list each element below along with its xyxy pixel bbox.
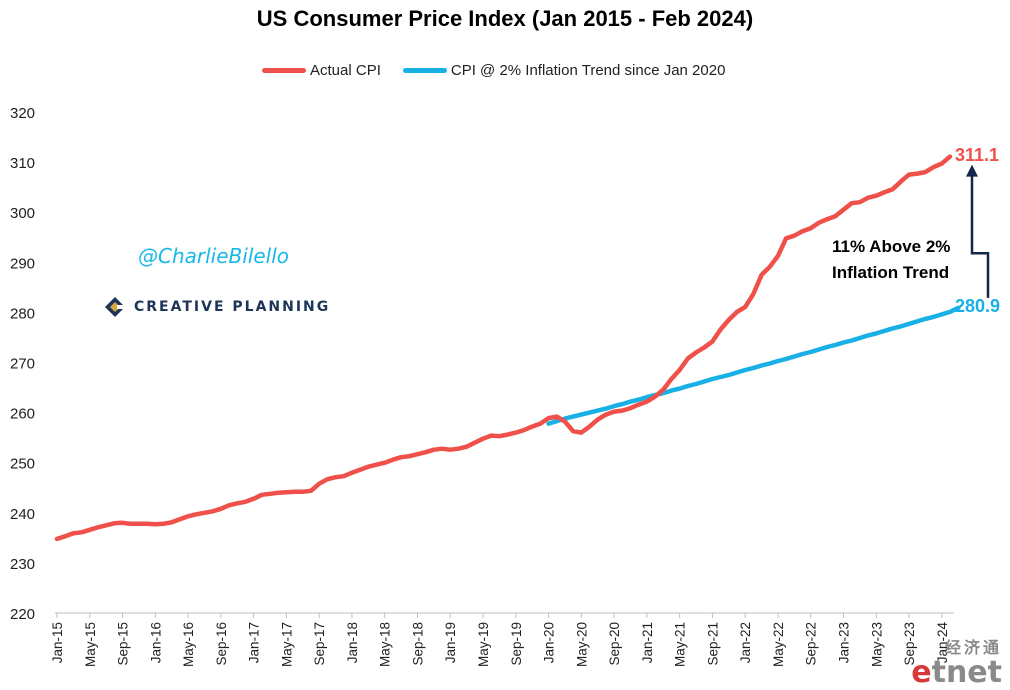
watermark-chinese: 经济通 <box>944 638 1002 657</box>
annotation-arrow <box>966 164 990 298</box>
chart-title: US Consumer Price Index (Jan 2015 - Feb … <box>256 6 754 31</box>
x-tick-label: Sep-19 <box>509 622 524 666</box>
x-tick-label: Sep-17 <box>312 622 327 666</box>
annotation-arrow-head <box>966 164 978 177</box>
y-tick-label: 260 <box>10 406 35 423</box>
y-tick-label: 310 <box>10 155 35 172</box>
legend-swatch-actual <box>262 68 306 73</box>
x-tick-label: May-19 <box>476 622 491 667</box>
actual-cpi-line <box>54 154 953 542</box>
x-tick-label: May-21 <box>673 622 688 667</box>
legend-label-trend: CPI @ 2% Inflation Trend since Jan 2020 <box>450 62 726 79</box>
legend-item-actual: Actual CPI <box>262 62 381 79</box>
y-tick-label: 250 <box>10 456 35 473</box>
author-handle: @CharlieBilello <box>138 244 290 268</box>
brand-logo: CREATIVE PLANNING <box>104 296 330 318</box>
end-label-actual: 311.1 <box>955 144 1000 165</box>
x-tick-label: Sep-16 <box>214 622 229 666</box>
legend-item-trend: CPI @ 2% Inflation Trend since Jan 2020 <box>402 62 726 79</box>
x-tick-label: Sep-23 <box>902 622 917 666</box>
x-tick-label: Jan-24 <box>935 622 950 664</box>
watermark-etnet: etnet <box>911 655 1002 690</box>
y-tick-label: 220 <box>10 606 35 623</box>
annotation-line-2: Inflation Trend <box>832 263 950 282</box>
x-tick-label: Jan-18 <box>345 622 360 663</box>
x-tick-label: Sep-15 <box>116 622 131 666</box>
x-tick-label: Jan-19 <box>443 622 458 663</box>
etnet-watermark: 经济通 etnet <box>911 634 1002 688</box>
x-tick-label: Sep-21 <box>705 622 720 666</box>
x-tick-label: May-17 <box>279 622 294 667</box>
legend-label-actual: Actual CPI <box>310 62 381 79</box>
creative-planning-logo-icon <box>105 297 126 317</box>
x-tick-label: Jan-17 <box>247 622 262 663</box>
y-axis: 220 230 240 250 260 270 280 290 300 310 320 <box>10 105 35 623</box>
x-axis: Jan-15 May-15 Sep-15 Jan-16 May-16 Sep-16 Jan-… <box>50 612 954 667</box>
x-tick-label: May-22 <box>771 622 786 667</box>
y-tick-label: 240 <box>10 506 35 523</box>
annotation-arrow-path <box>970 174 990 298</box>
end-label-trend: 280.9 <box>955 295 1001 316</box>
x-tick-label: Jan-21 <box>640 622 655 663</box>
legend-swatch-trend <box>402 68 447 73</box>
x-tick-label: May-18 <box>378 622 393 667</box>
y-tick-label: 290 <box>10 255 35 272</box>
x-tick-label: Jan-22 <box>738 622 753 663</box>
x-tick-label: Sep-18 <box>410 622 425 666</box>
x-tick-label: Jan-15 <box>50 622 65 663</box>
legend: Actual CPI CPI @ 2% Inflation Trend sinc… <box>262 62 747 79</box>
x-tick-label: Jan-16 <box>148 622 163 663</box>
x-tick-label: May-15 <box>83 622 98 667</box>
annotation-line-1: 11% Above 2% <box>832 237 951 256</box>
x-tick-label: Sep-22 <box>804 622 819 666</box>
x-tick-label: May-20 <box>574 622 589 667</box>
y-tick-label: 280 <box>10 305 35 322</box>
y-tick-label: 320 <box>10 105 35 122</box>
x-tick-label: Jan-23 <box>836 622 851 663</box>
y-tick-label: 230 <box>10 556 35 573</box>
x-tick-label: Sep-20 <box>607 622 622 666</box>
series-layer <box>54 154 961 542</box>
x-tick-label: May-23 <box>869 622 884 667</box>
y-tick-label: 270 <box>10 356 35 373</box>
x-tick-label: Jan-20 <box>542 622 557 663</box>
trend-cpi-line <box>546 305 961 426</box>
x-tick-label: May-16 <box>181 622 196 667</box>
y-tick-label: 300 <box>10 205 35 222</box>
brand-name: CREATIVE PLANNING <box>134 299 331 315</box>
gap-annotation: 11% Above 2% Inflation Trend <box>832 234 950 286</box>
